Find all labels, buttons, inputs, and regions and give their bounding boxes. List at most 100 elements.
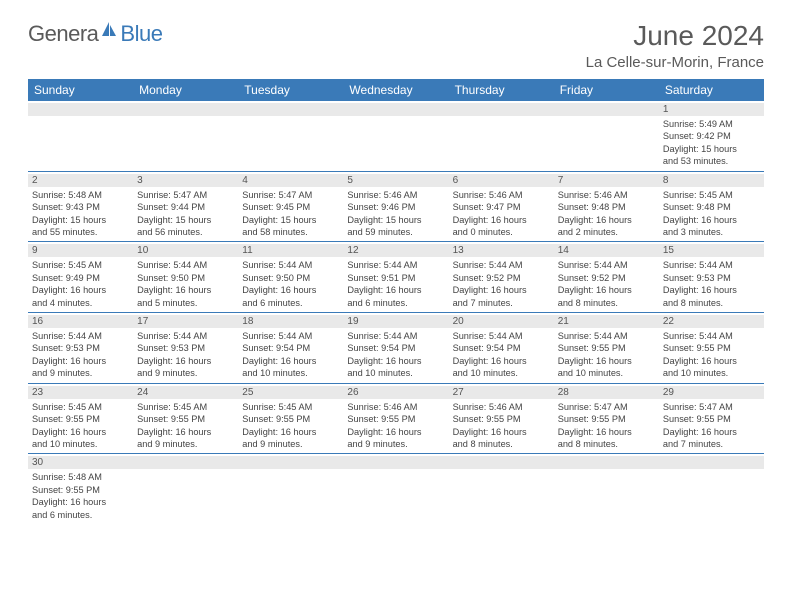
calendar-row: 1 Sunrise: 5:49 AMSunset: 9:42 PMDaylight… — [28, 101, 764, 171]
weekday-header: Friday — [554, 79, 659, 101]
day-info: Sunrise: 5:46 AMSunset: 9:48 PMDaylight:… — [558, 189, 655, 239]
day-info: Sunrise: 5:48 AMSunset: 9:55 PMDaylight:… — [32, 471, 129, 521]
day-info-line: Daylight: 16 hours — [347, 284, 444, 296]
day-info: Sunrise: 5:44 AMSunset: 9:55 PMDaylight:… — [558, 330, 655, 380]
day-info-line: Daylight: 16 hours — [242, 426, 339, 438]
calendar-cell: 5Sunrise: 5:46 AMSunset: 9:46 PMDaylight… — [343, 171, 448, 242]
day-info: Sunrise: 5:44 AMSunset: 9:53 PMDaylight:… — [137, 330, 234, 380]
day-info-line: Daylight: 16 hours — [558, 355, 655, 367]
day-info-line: Sunset: 9:54 PM — [347, 342, 444, 354]
day-number — [238, 103, 343, 116]
day-info: Sunrise: 5:45 AMSunset: 9:55 PMDaylight:… — [242, 401, 339, 451]
calendar-row: 23 Sunrise: 5:45 AMSunset: 9:55 PMDayligh… — [28, 383, 764, 454]
day-info: Sunrise: 5:44 AMSunset: 9:52 PMDaylight:… — [453, 259, 550, 309]
calendar-cell: 22Sunrise: 5:44 AMSunset: 9:55 PMDayligh… — [659, 313, 764, 384]
day-number: 5 — [343, 174, 448, 187]
calendar-cell: 27 Sunrise: 5:46 AMSunset: 9:55 PMDayligh… — [449, 383, 554, 454]
calendar-cell — [554, 101, 659, 171]
day-info: Sunrise: 5:44 AMSunset: 9:50 PMDaylight:… — [137, 259, 234, 309]
day-info-line: Sunset: 9:45 PM — [242, 201, 339, 213]
calendar-cell — [133, 101, 238, 171]
day-info-line: Daylight: 16 hours — [558, 284, 655, 296]
day-number: 16 — [28, 315, 133, 328]
day-info-line: Daylight: 16 hours — [32, 284, 129, 296]
calendar-cell: 25 Sunrise: 5:45 AMSunset: 9:55 PMDayligh… — [238, 383, 343, 454]
day-info-line: Daylight: 15 hours — [32, 214, 129, 226]
day-number — [133, 456, 238, 469]
day-info-line: Daylight: 16 hours — [663, 284, 760, 296]
day-number — [449, 103, 554, 116]
day-info-line: and 8 minutes. — [663, 297, 760, 309]
day-number: 25 — [238, 386, 343, 399]
day-number — [343, 456, 448, 469]
day-info-line: Sunrise: 5:44 AM — [663, 259, 760, 271]
day-info-line: Daylight: 16 hours — [453, 284, 550, 296]
day-info-line: Sunset: 9:48 PM — [663, 201, 760, 213]
day-number: 1 — [659, 103, 764, 116]
day-number: 30 — [28, 456, 133, 469]
calendar-cell — [449, 101, 554, 171]
weekday-header: Tuesday — [238, 79, 343, 101]
day-info-line: Sunrise: 5:46 AM — [453, 189, 550, 201]
day-info-line: Sunrise: 5:44 AM — [137, 259, 234, 271]
calendar-cell: 13Sunrise: 5:44 AMSunset: 9:52 PMDayligh… — [449, 242, 554, 313]
day-info-line: Daylight: 16 hours — [453, 355, 550, 367]
day-info: Sunrise: 5:44 AMSunset: 9:54 PMDaylight:… — [347, 330, 444, 380]
day-number: 2 — [28, 174, 133, 187]
day-info-line: Sunrise: 5:44 AM — [453, 330, 550, 342]
day-info-line: Sunrise: 5:44 AM — [453, 259, 550, 271]
day-number: 28 — [554, 386, 659, 399]
calendar-cell — [133, 454, 238, 524]
day-info-line: and 7 minutes. — [453, 297, 550, 309]
day-info-line: Daylight: 16 hours — [137, 284, 234, 296]
day-info: Sunrise: 5:48 AMSunset: 9:43 PMDaylight:… — [32, 189, 129, 239]
calendar-cell — [343, 454, 448, 524]
weekday-header: Sunday — [28, 79, 133, 101]
day-info-line: Sunset: 9:42 PM — [663, 130, 760, 142]
calendar-cell: 12Sunrise: 5:44 AMSunset: 9:51 PMDayligh… — [343, 242, 448, 313]
day-info-line: Daylight: 16 hours — [32, 426, 129, 438]
location: La Celle-sur-Morin, France — [586, 54, 764, 71]
day-info-line: Sunset: 9:52 PM — [453, 272, 550, 284]
day-info-line: Daylight: 16 hours — [242, 284, 339, 296]
calendar-cell — [28, 101, 133, 171]
day-info-line: Sunset: 9:53 PM — [32, 342, 129, 354]
day-info-line: and 9 minutes. — [137, 367, 234, 379]
day-info-line: Daylight: 16 hours — [242, 355, 339, 367]
calendar-cell: 11Sunrise: 5:44 AMSunset: 9:50 PMDayligh… — [238, 242, 343, 313]
day-info: Sunrise: 5:49 AMSunset: 9:42 PMDaylight:… — [663, 118, 760, 168]
day-info-line: Sunrise: 5:46 AM — [558, 189, 655, 201]
calendar-cell: 2 Sunrise: 5:48 AMSunset: 9:43 PMDaylight… — [28, 171, 133, 242]
day-info-line: and 4 minutes. — [32, 297, 129, 309]
day-info-line: and 9 minutes. — [137, 438, 234, 450]
day-number: 7 — [554, 174, 659, 187]
day-info-line: Sunset: 9:47 PM — [453, 201, 550, 213]
day-info-line: and 5 minutes. — [137, 297, 234, 309]
day-info-line: Sunrise: 5:44 AM — [558, 330, 655, 342]
day-info-line: Daylight: 16 hours — [32, 496, 129, 508]
day-info: Sunrise: 5:47 AMSunset: 9:44 PMDaylight:… — [137, 189, 234, 239]
day-info-line: and 10 minutes. — [558, 367, 655, 379]
day-info-line: Sunrise: 5:48 AM — [32, 189, 129, 201]
day-number — [28, 103, 133, 116]
day-info-line: and 56 minutes. — [137, 226, 234, 238]
day-info-line: and 6 minutes. — [242, 297, 339, 309]
day-info-line: and 8 minutes. — [558, 297, 655, 309]
day-number: 23 — [28, 386, 133, 399]
day-info-line: Sunrise: 5:47 AM — [558, 401, 655, 413]
day-number: 20 — [449, 315, 554, 328]
day-info: Sunrise: 5:46 AMSunset: 9:55 PMDaylight:… — [347, 401, 444, 451]
day-info-line: Sunset: 9:50 PM — [137, 272, 234, 284]
calendar-cell: 29Sunrise: 5:47 AMSunset: 9:55 PMDayligh… — [659, 383, 764, 454]
day-info-line: Daylight: 16 hours — [32, 355, 129, 367]
day-info-line: Daylight: 16 hours — [663, 214, 760, 226]
calendar-cell — [238, 454, 343, 524]
day-info-line: and 9 minutes. — [242, 438, 339, 450]
day-number: 14 — [554, 244, 659, 257]
day-info-line: Sunset: 9:55 PM — [558, 413, 655, 425]
day-number — [554, 103, 659, 116]
day-info-line: Sunrise: 5:44 AM — [663, 330, 760, 342]
day-info: Sunrise: 5:46 AMSunset: 9:55 PMDaylight:… — [453, 401, 550, 451]
day-number: 27 — [449, 386, 554, 399]
day-info-line: Sunrise: 5:45 AM — [32, 259, 129, 271]
